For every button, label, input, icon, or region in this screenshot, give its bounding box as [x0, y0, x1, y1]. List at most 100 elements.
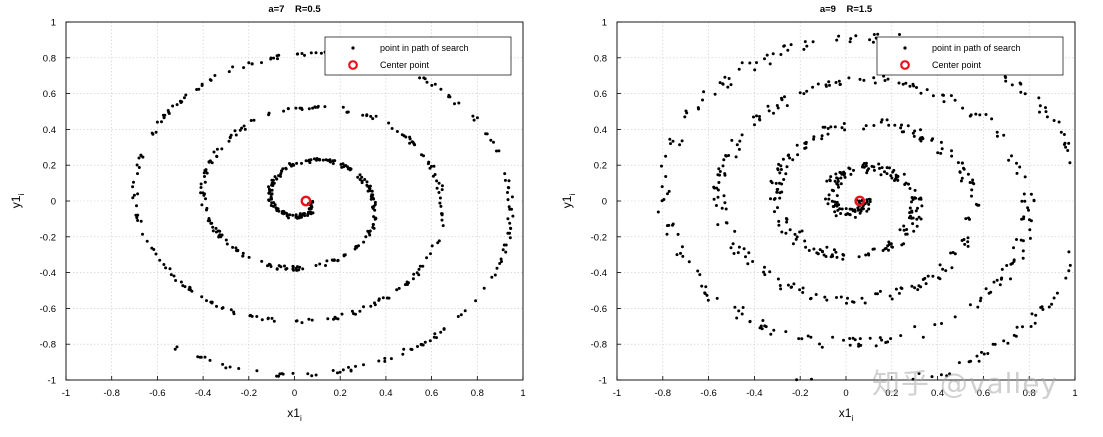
- search-path-point: [215, 147, 219, 151]
- search-path-point: [886, 244, 890, 248]
- search-path-point: [826, 202, 830, 206]
- search-path-point: [978, 299, 982, 303]
- search-path-point: [425, 256, 429, 260]
- search-path-point: [715, 296, 719, 300]
- search-path-point: [865, 209, 869, 213]
- search-path-point: [777, 223, 781, 227]
- search-path-point: [747, 251, 751, 255]
- search-path-point: [509, 226, 512, 230]
- search-path-point: [911, 222, 915, 226]
- search-path-point: [763, 265, 766, 269]
- search-path-point: [731, 242, 735, 246]
- search-path-point: [162, 263, 166, 266]
- search-path-point: [826, 132, 830, 136]
- search-path-point: [370, 189, 374, 193]
- x-tick-label: 1: [1072, 388, 1077, 399]
- search-path-point: [834, 250, 838, 254]
- search-path-point: [303, 53, 306, 57]
- search-path-point: [818, 248, 822, 252]
- search-path-point: [668, 137, 672, 141]
- search-path-point: [295, 265, 299, 269]
- search-path-point: [294, 106, 298, 110]
- search-path-point: [272, 181, 276, 185]
- search-path-point: [783, 95, 786, 99]
- search-path-point: [364, 235, 368, 239]
- search-path-point: [974, 112, 978, 116]
- search-path-point: [403, 283, 407, 287]
- y-tick-label: 1: [602, 18, 607, 29]
- search-path-point: [829, 255, 833, 259]
- search-path-point: [880, 118, 884, 122]
- search-path-point: [134, 213, 138, 217]
- search-path-point: [283, 264, 286, 268]
- search-path-point: [886, 77, 890, 81]
- search-path-point: [498, 262, 502, 265]
- search-path-point: [823, 295, 827, 299]
- search-path-point: [898, 33, 901, 36]
- search-path-point: [859, 343, 863, 347]
- search-path-point: [500, 260, 503, 263]
- search-path-point: [815, 251, 819, 255]
- search-path-point: [779, 164, 783, 168]
- search-path-point: [835, 255, 839, 259]
- search-path-point: [842, 122, 846, 125]
- search-path-point: [949, 94, 953, 98]
- x-axis-label: x1i: [839, 406, 854, 423]
- search-path-point: [437, 181, 441, 185]
- search-path-point: [963, 242, 967, 246]
- search-path-point: [323, 105, 327, 109]
- search-path-point: [1014, 334, 1018, 338]
- search-path-point: [788, 228, 792, 232]
- search-path-point: [371, 225, 375, 229]
- search-path-point: [860, 296, 864, 300]
- search-path-point: [354, 364, 357, 368]
- search-path-point: [350, 309, 354, 313]
- search-path-point: [738, 139, 742, 143]
- search-path-point: [247, 255, 251, 259]
- search-path-point: [805, 89, 809, 93]
- search-path-point: [698, 273, 702, 277]
- search-path-point: [769, 179, 773, 183]
- search-path-point: [984, 287, 988, 291]
- search-path-point: [665, 232, 669, 236]
- search-path-point: [853, 208, 857, 212]
- search-path-point: [825, 298, 829, 302]
- search-path-point: [717, 167, 721, 171]
- search-path-point: [751, 260, 755, 263]
- search-path-point: [919, 285, 923, 289]
- search-path-point: [966, 236, 970, 240]
- search-path-point: [803, 239, 807, 243]
- search-path-point: [150, 246, 154, 250]
- search-path-point: [331, 369, 335, 372]
- search-path-point: [315, 158, 318, 162]
- search-path-point: [975, 354, 979, 358]
- search-path-point: [788, 156, 792, 160]
- search-path-point: [411, 277, 415, 281]
- search-path-point: [992, 280, 996, 284]
- search-path-point: [950, 154, 954, 158]
- search-path-point: [782, 44, 786, 48]
- search-path-point: [421, 343, 425, 347]
- search-path-point: [507, 186, 511, 190]
- search-path-point: [916, 288, 920, 292]
- search-path-point: [361, 113, 365, 117]
- search-path-point: [211, 225, 215, 229]
- search-path-point: [242, 66, 246, 70]
- search-path-point: [734, 155, 738, 159]
- search-path-point: [887, 123, 891, 127]
- search-path-point: [853, 215, 857, 219]
- search-path-point: [883, 79, 887, 82]
- center-point-marker: [854, 195, 866, 207]
- search-path-point: [832, 189, 835, 193]
- search-path-point: [820, 134, 824, 138]
- search-path-point: [876, 292, 879, 296]
- search-path-point: [199, 186, 203, 189]
- search-path-point: [940, 322, 943, 325]
- search-path-point: [896, 178, 900, 182]
- search-path-point: [328, 158, 332, 162]
- search-path-point: [908, 211, 912, 215]
- search-path-point: [135, 216, 139, 220]
- search-path-point: [718, 173, 721, 177]
- search-path-point: [775, 104, 779, 107]
- search-path-point: [459, 313, 463, 317]
